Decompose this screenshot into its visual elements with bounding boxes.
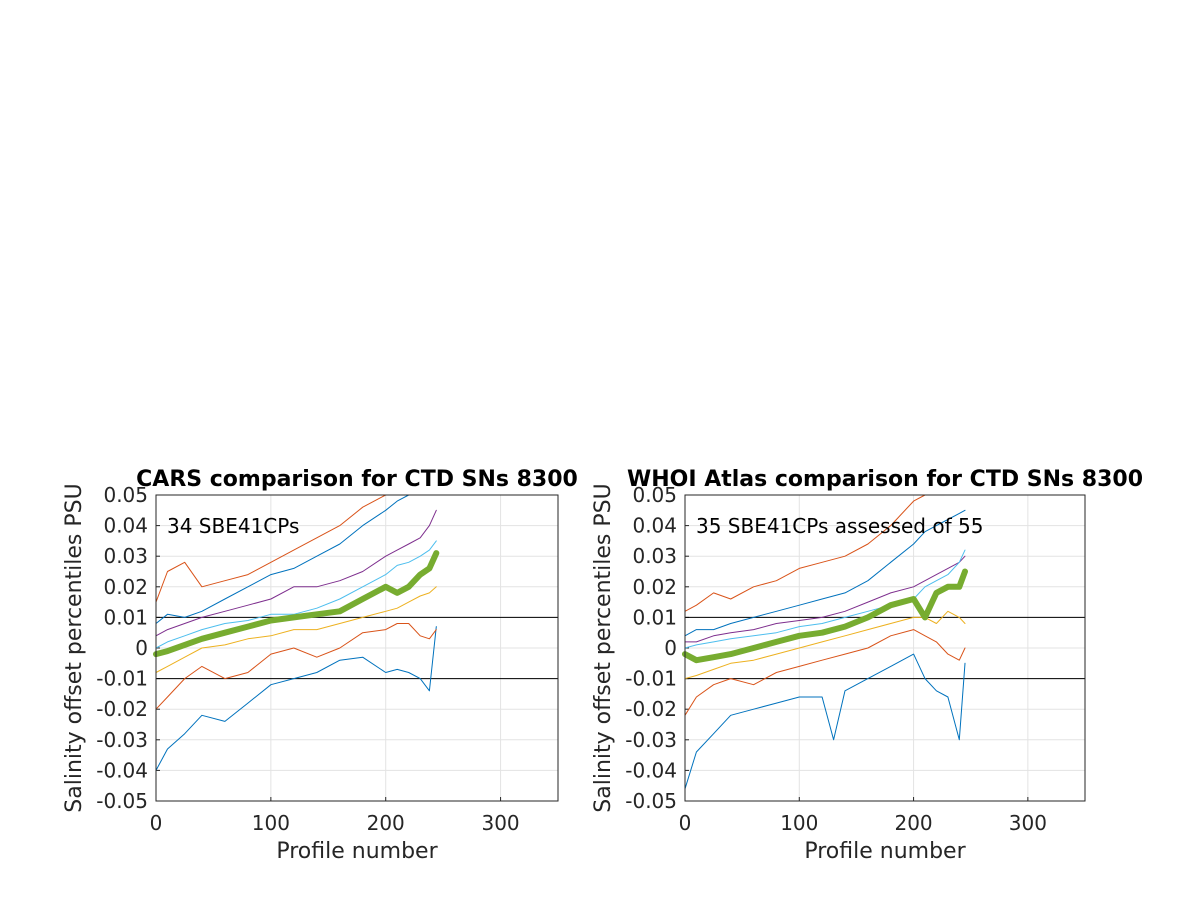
x-axis-label: Profile number bbox=[276, 839, 438, 864]
float-count-annotation: 34 SBE41CPs bbox=[167, 514, 299, 538]
percentile-series-line bbox=[155, 540, 437, 649]
series-lines bbox=[682, 494, 968, 790]
percentile-series-line bbox=[155, 623, 437, 710]
y-tick-label: -0.05 bbox=[96, 789, 148, 813]
x-tick-label: 100 bbox=[252, 811, 290, 835]
y-tick-label: 0.01 bbox=[632, 605, 677, 629]
x-tick-labels: 0 100 200 300 bbox=[150, 811, 520, 835]
y-tick-label: 0.03 bbox=[632, 544, 677, 568]
y-tick-labels: -0.05 -0.04 -0.03 -0.02 -0.01 0 0.01 0.02 0.03 0.… bbox=[96, 483, 148, 813]
y-tick-label: -0.01 bbox=[96, 667, 148, 691]
y-tick-label: -0.01 bbox=[625, 667, 677, 691]
percentile-series-line bbox=[684, 509, 966, 637]
x-tick-label: 300 bbox=[1009, 811, 1047, 835]
x-tick-labels: 0 100 200 300 bbox=[679, 811, 1047, 835]
percentile-series-line bbox=[684, 653, 966, 790]
x-tick-label: 200 bbox=[894, 811, 932, 835]
median-series-line bbox=[682, 568, 968, 664]
y-axis-label: Salinity offset percentiles PSU bbox=[62, 483, 87, 812]
y-tick-label: -0.03 bbox=[96, 728, 148, 752]
cars-comparison-chart: 0 100 200 300 -0.05 -0.04 -0.03 -0.02 -0.01 0 0.0… bbox=[62, 467, 578, 864]
y-tick-label: 0.05 bbox=[632, 483, 677, 507]
chart-title: WHOI Atlas comparison for CTD SNs 8300 bbox=[627, 467, 1143, 492]
percentile-series-line bbox=[684, 549, 966, 649]
median-series-line bbox=[153, 550, 440, 658]
y-tick-label: -0.02 bbox=[96, 697, 148, 721]
x-tick-label: 0 bbox=[679, 811, 692, 835]
y-tick-labels: -0.05 -0.04 -0.03 -0.02 -0.01 0 0.01 0.02 0.03 0.… bbox=[625, 483, 677, 813]
y-tick-label: 0.05 bbox=[103, 483, 148, 507]
y-tick-label: 0 bbox=[135, 636, 148, 660]
y-tick-label: 0.02 bbox=[632, 575, 677, 599]
y-axis-label: Salinity offset percentiles PSU bbox=[591, 483, 616, 812]
y-tick-label: 0 bbox=[664, 636, 677, 660]
percentile-series-line bbox=[155, 626, 437, 771]
y-tick-label: -0.04 bbox=[96, 758, 148, 782]
percentile-series-line bbox=[684, 629, 966, 716]
percentile-series-line bbox=[684, 555, 966, 643]
percentile-series-line bbox=[155, 509, 437, 637]
y-tick-label: 0.02 bbox=[103, 575, 148, 599]
y-tick-label: -0.03 bbox=[625, 728, 677, 752]
x-tick-label: 100 bbox=[780, 811, 818, 835]
x-tick-label: 300 bbox=[481, 811, 519, 835]
x-tick-label: 200 bbox=[367, 811, 405, 835]
y-tick-label: -0.04 bbox=[625, 758, 677, 782]
y-tick-label: 0.03 bbox=[103, 544, 148, 568]
axes-box bbox=[684, 494, 1086, 802]
y-tick-label: 0.01 bbox=[103, 605, 148, 629]
percentile-series-line bbox=[155, 586, 437, 673]
x-tick-label: 0 bbox=[150, 811, 163, 835]
y-tick-label: 0.04 bbox=[103, 514, 148, 538]
whoi-atlas-comparison-chart: 0 100 200 300 -0.05 -0.04 -0.03 -0.02 -0.01 0 0.0… bbox=[591, 467, 1143, 864]
axes-box bbox=[155, 494, 559, 802]
x-axis-label: Profile number bbox=[804, 839, 966, 864]
chart-title: CARS comparison for CTD SNs 8300 bbox=[136, 467, 578, 492]
y-tick-label: -0.05 bbox=[625, 789, 677, 813]
float-count-annotation: 35 SBE41CPs assessed of 55 bbox=[696, 514, 983, 538]
y-tick-label: -0.02 bbox=[625, 697, 677, 721]
y-tick-label: 0.04 bbox=[632, 514, 677, 538]
percentile-series-line bbox=[684, 610, 966, 680]
reference-lines bbox=[156, 616, 558, 680]
